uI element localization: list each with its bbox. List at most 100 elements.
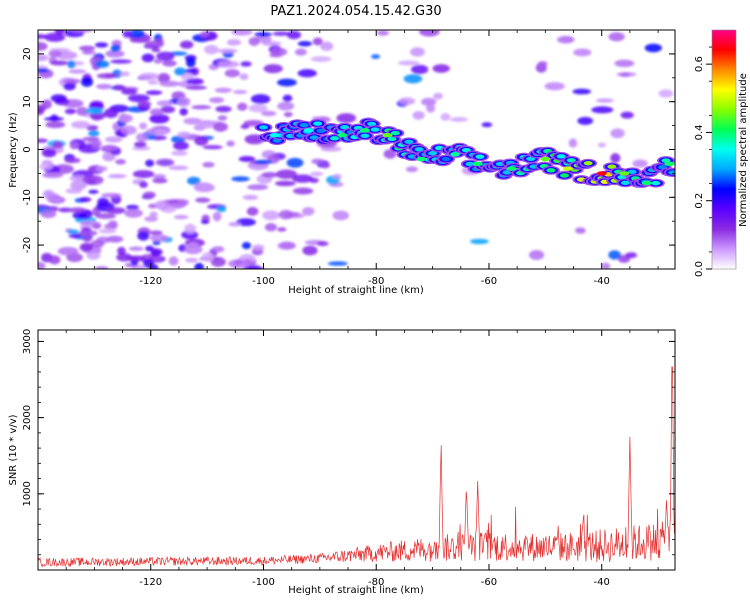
spectrogram-noise-cell <box>155 129 171 134</box>
spectrogram-noise-cell <box>171 150 188 156</box>
spectrogram-noise-cell <box>41 159 53 166</box>
spectrogram-noise-cell <box>42 148 57 158</box>
spectrogram-noise-cell <box>217 115 228 121</box>
spectrogram-ridge-peak <box>337 132 348 138</box>
spectrogram-noise-cell <box>51 141 64 149</box>
snr-ticks: -120 -100 -80 -60 -40 1000 2000 3000 <box>22 329 675 588</box>
spectrogram-noise-cell <box>658 89 674 98</box>
spectrogram-noise-cell <box>79 242 94 252</box>
spectrogram-noise-cell <box>155 158 175 167</box>
spectrogram-noise-field <box>38 30 674 269</box>
spectrogram-noise-cell <box>196 119 217 129</box>
spectrogram-noise-cell <box>137 100 152 107</box>
y-tick-label: -10 <box>22 189 33 205</box>
spectrogram-ridge-peak <box>472 161 483 167</box>
spectrogram-noise-cell <box>544 82 565 91</box>
spectrogram-noise-cell <box>279 241 296 250</box>
spectrogram-noise-cell <box>105 49 125 58</box>
spectrogram-noise-cell <box>185 257 199 263</box>
spectrogram-x-axis-label: Height of straight line (km) <box>288 285 424 296</box>
spectrogram-noise-cell <box>45 121 66 129</box>
spectrogram-noise-cell <box>48 255 61 265</box>
spectrogram-noise-cell <box>231 30 253 36</box>
spectrogram-noise-cell <box>201 252 215 263</box>
spectrogram-noise-cell <box>144 40 165 49</box>
spectrogram-ticks: -120 -100 -80 -60 -40 20 10 0 -10 -20 <box>22 29 675 287</box>
spectrogram-noise-cell <box>282 94 293 102</box>
spectrogram-noise-cell <box>277 227 287 232</box>
spectrogram-noise-cell <box>209 97 225 104</box>
spectrogram-noise-cell <box>149 114 170 124</box>
spectrogram-noise-cell <box>156 100 174 107</box>
spectrogram-noise-cell <box>134 141 147 148</box>
spectrogram-noise-cell <box>106 207 126 214</box>
spectrogram-noise-cell <box>608 250 621 260</box>
spectrogram-noise-cell <box>332 210 350 221</box>
spectrogram-noise-cell <box>82 235 93 243</box>
spectrogram-noise-cell <box>137 231 150 241</box>
spectrogram-ridge-cell <box>620 180 630 186</box>
spectrogram-noise-cell <box>226 140 235 147</box>
spectrogram-noise-cell <box>95 213 116 219</box>
spectrogram-ridge-cell <box>387 136 397 142</box>
spectrogram-noise-cell <box>96 73 118 79</box>
x-tick-label: -60 <box>481 276 497 287</box>
y-tick-label: 20 <box>22 48 33 61</box>
x-tick-label: -40 <box>594 276 610 287</box>
spectrogram-noise-cell <box>179 108 188 116</box>
spectrogram-noise-cell <box>426 103 436 113</box>
spectrogram-noise-cell <box>231 176 250 182</box>
spectrogram-noise-cell <box>224 69 240 78</box>
spectrogram-noise-cell <box>38 41 48 51</box>
spectrogram-ridge-peak <box>450 152 461 157</box>
chart-title: PAZ1.2024.054.15.42.G30 <box>270 4 441 19</box>
spectrogram-noise-cell <box>529 250 545 260</box>
spectrogram-noise-cell <box>174 67 186 76</box>
spectrogram-noise-cell <box>162 60 177 67</box>
spectrogram-noise-cell <box>215 105 232 113</box>
spectrogram-noise-cell <box>95 266 109 269</box>
spectrogram-noise-cell <box>186 176 201 186</box>
spectrogram-noise-cell <box>297 69 317 78</box>
spectrogram-noise-cell <box>261 110 277 117</box>
spectrogram-noise-cell <box>572 88 592 95</box>
spectrogram-noise-cell <box>149 230 163 236</box>
spectrogram-noise-cell <box>145 159 155 167</box>
spectrogram-noise-cell <box>64 108 77 115</box>
spectrogram-noise-cell <box>270 47 288 57</box>
spectrogram-ridge-cell <box>330 136 340 141</box>
spectrogram-noise-cell <box>537 61 548 67</box>
spectrogram-noise-cell <box>157 73 171 83</box>
spectrogram-ridge-peak <box>664 161 675 167</box>
spectrogram-noise-cell <box>173 141 189 151</box>
spectrogram-noise-cell <box>294 48 307 56</box>
spectrogram-noise-cell <box>210 257 226 267</box>
spectrogram-noise-cell <box>297 40 313 47</box>
spectrogram-ridge-peak <box>619 171 630 176</box>
spectrogram-noise-cell <box>38 261 46 269</box>
spectrogram-noise-cell <box>619 72 631 78</box>
spectrogram-noise-cell <box>185 57 196 68</box>
spectrogram-ridge-cell <box>360 133 370 138</box>
spectrogram-ridge-peak <box>506 166 517 171</box>
spectrogram-noise-cell <box>184 68 197 74</box>
spectrogram-noise-cell <box>316 241 329 247</box>
spectrogram-noise-cell <box>38 34 48 39</box>
snr-y-axis-label: SNR (10 * v/v) <box>8 414 19 485</box>
spectrogram-noise-cell <box>614 59 635 68</box>
spectrogram-noise-cell <box>79 220 100 226</box>
spectrogram-noise-cell <box>152 174 166 180</box>
spectrogram-noise-cell <box>264 223 277 232</box>
spectrogram-ridge-peak <box>359 128 370 133</box>
spectrogram-noise-cell <box>50 114 59 122</box>
spectrogram-noise-cell <box>132 146 151 151</box>
spectrogram-noise-cell <box>95 165 108 172</box>
spectrogram-noise-cell <box>608 32 625 42</box>
spectrogram-noise-cell <box>292 187 314 195</box>
spectrogram-ridge-cell <box>414 147 424 152</box>
spectrogram-noise-cell <box>302 245 318 256</box>
spectrogram-noise-cell <box>644 43 662 53</box>
spectrogram-noise-cell <box>262 210 280 221</box>
spectrogram-noise-cell <box>601 262 611 269</box>
spectrogram-noise-cell <box>194 182 214 193</box>
